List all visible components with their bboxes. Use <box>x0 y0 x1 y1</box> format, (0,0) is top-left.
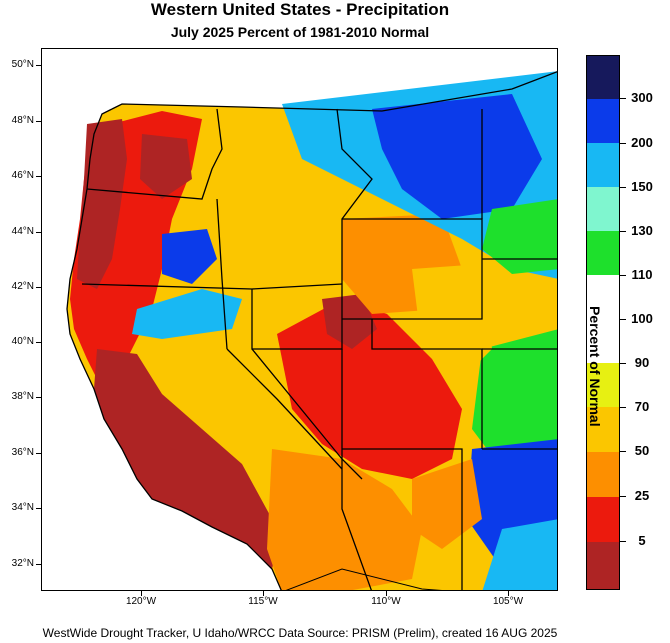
new-mexico-orange <box>412 459 482 549</box>
lat-label-34: 34°N <box>11 502 34 513</box>
lat-label-40: 40°N <box>11 336 34 347</box>
legend-colorbar <box>586 55 620 590</box>
legend-label-300: 300 <box>631 90 653 105</box>
legend-swatch-6 <box>587 319 619 363</box>
legend-label-25: 25 <box>634 488 650 503</box>
legend-swatch-7 <box>587 363 619 407</box>
lat-label-46: 46°N <box>11 170 34 181</box>
legend-label-5: 5 <box>638 533 646 548</box>
coastline <box>66 108 282 590</box>
legend-swatch-9 <box>587 452 619 497</box>
oregon-cyan-ring <box>132 289 242 339</box>
legend-label-150: 150 <box>631 179 653 194</box>
colorado-gold <box>412 264 492 379</box>
montana-blue-core <box>372 94 542 219</box>
legend-label-70: 70 <box>634 399 650 414</box>
oregon-interior-dry <box>140 134 192 199</box>
legend-tick-100 <box>620 319 626 320</box>
state-borders <box>81 71 557 590</box>
legend-tick-5 <box>620 541 626 542</box>
lat-tick-42 <box>36 287 41 288</box>
legend-swatch-10 <box>587 497 619 542</box>
lat-label-50: 50°N <box>11 59 34 70</box>
arizona-orange <box>267 449 422 590</box>
legend-tick-90 <box>620 363 626 364</box>
legend-label-50: 50 <box>634 443 650 458</box>
lat-label-38: 38°N <box>11 391 34 402</box>
legend-swatch-1 <box>587 99 619 143</box>
lat-tick-50 <box>36 65 41 66</box>
legend-swatch-0 <box>587 56 619 99</box>
legend-tick-110 <box>620 275 626 276</box>
california-extreme-dry <box>94 349 277 569</box>
legend-swatch-3 <box>587 187 619 231</box>
legend-tick-150 <box>620 187 626 188</box>
lat-tick-34 <box>36 508 41 509</box>
international-border <box>285 568 443 590</box>
legend-label-130: 130 <box>631 223 653 238</box>
lat-label-48: 48°N <box>11 115 34 126</box>
legend-swatch-11 <box>587 542 619 589</box>
footer-credit: WestWide Drought Tracker, U Idaho/WRCC D… <box>42 626 558 640</box>
lon-tick-105 <box>508 591 509 596</box>
legend-title: Percent of Normal <box>587 306 603 427</box>
precipitation-map <box>41 48 558 591</box>
lon-label-115: 115°W <box>248 596 278 607</box>
map-title: Western United States - Precipitation <box>150 0 450 19</box>
legend-swatch-5 <box>587 275 619 319</box>
map-svg <box>42 49 557 590</box>
legend-label-100: 100 <box>631 311 653 326</box>
lat-label-44: 44°N <box>11 226 34 237</box>
legend-tick-130 <box>620 231 626 232</box>
plains-green <box>472 329 557 479</box>
legend-tick-25 <box>620 496 626 497</box>
lat-tick-46 <box>36 176 41 177</box>
legend-label-200: 200 <box>631 135 653 150</box>
lat-tick-44 <box>36 232 41 233</box>
montana-green-fringe <box>482 199 557 274</box>
legend-swatch-2 <box>587 143 619 187</box>
lat-tick-32 <box>36 564 41 565</box>
legend-tick-200 <box>620 143 626 144</box>
map-subtitle: July 2025 Percent of 1981-2010 Normal <box>170 24 430 40</box>
legend-tick-50 <box>620 451 626 452</box>
legend-label-90: 90 <box>634 355 650 370</box>
legend-swatch-8 <box>587 407 619 452</box>
lat-tick-48 <box>36 121 41 122</box>
oregon-wet-pocket <box>162 229 217 284</box>
lon-tick-110 <box>386 591 387 596</box>
great-basin-dry <box>277 299 462 479</box>
legend-swatch-4 <box>587 231 619 275</box>
utah-extreme-dry <box>322 294 377 349</box>
legend-tick-70 <box>620 407 626 408</box>
legend-tick-300 <box>620 98 626 99</box>
lon-tick-115 <box>263 591 264 596</box>
lon-tick-120 <box>141 591 142 596</box>
lat-label-42: 42°N <box>11 281 34 292</box>
lat-tick-36 <box>36 453 41 454</box>
plains-cyan <box>482 519 557 590</box>
lon-label-105: 105°W <box>492 596 524 607</box>
idaho-gold <box>217 159 342 289</box>
lat-tick-38 <box>36 397 41 398</box>
lat-label-36: 36°N <box>11 447 34 458</box>
lon-label-120: 120°W <box>125 596 157 607</box>
lon-label-110: 110°W <box>371 596 401 607</box>
lat-label-32: 32°N <box>11 558 34 569</box>
lat-tick-40 <box>36 342 41 343</box>
legend-label-110: 110 <box>631 267 653 282</box>
